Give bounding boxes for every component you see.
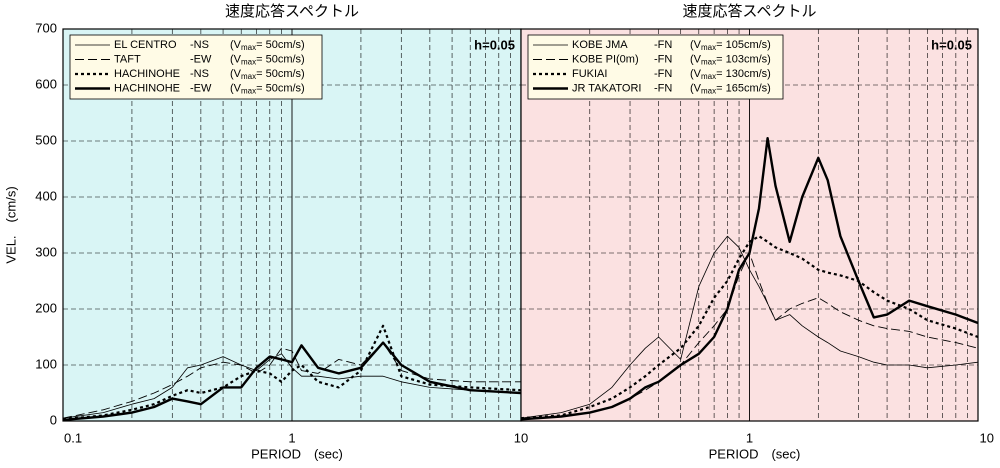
y-tick-label: 700 bbox=[35, 20, 57, 35]
legend-component: -NS bbox=[190, 68, 209, 80]
legend-prefix: (V bbox=[230, 39, 242, 51]
legend-label: KOBE PI(0m) bbox=[572, 53, 639, 65]
legend-vmax: (Vmax= 103cm/s) bbox=[690, 53, 771, 66]
legend-label: KOBE JMA bbox=[572, 39, 628, 51]
annotation: h=0.05 bbox=[474, 37, 515, 52]
legend-component: -NS bbox=[190, 39, 209, 51]
y-axis-label: VEL. (cm/s) bbox=[3, 186, 18, 263]
legend-box bbox=[527, 34, 784, 100]
legend-vmax: (Vmax= 50cm/s) bbox=[230, 39, 305, 52]
legend-label: HACHINOHE bbox=[114, 82, 180, 94]
legend-vmax: (Vmax= 105cm/s) bbox=[690, 39, 771, 52]
chart-title: 速度応答スペクトル bbox=[225, 3, 359, 20]
y-tick-label: 100 bbox=[35, 356, 57, 371]
legend-vmax: (Vmax= 50cm/s) bbox=[230, 82, 305, 95]
legend-vmax-value: = 105cm/s) bbox=[716, 39, 771, 51]
series-line bbox=[62, 342, 521, 419]
legend-vmax: (Vmax= 165cm/s) bbox=[690, 82, 771, 95]
legend-prefix: (V bbox=[690, 82, 702, 94]
x-tick-label: 1 bbox=[746, 430, 753, 445]
y-tick-label: 400 bbox=[35, 188, 57, 203]
series-line bbox=[62, 341, 522, 422]
legend-label: JR TAKATORI bbox=[572, 82, 641, 94]
legend-component: -EW bbox=[190, 53, 212, 65]
y-tick-label: 300 bbox=[35, 244, 57, 259]
series-line bbox=[62, 353, 522, 419]
legend-component: -FN bbox=[654, 82, 672, 94]
legend-prefix: (V bbox=[690, 53, 702, 65]
legend-sub: max bbox=[701, 58, 716, 67]
series-line bbox=[520, 235, 979, 419]
legend-component: -FN bbox=[654, 68, 672, 80]
annotation: h=0.05 bbox=[931, 37, 972, 52]
legend-sub: max bbox=[241, 87, 256, 96]
legend-vmax-value: = 165cm/s) bbox=[716, 82, 771, 94]
legend-vmax-value: = 50cm/s) bbox=[256, 53, 305, 65]
plot-frame bbox=[520, 28, 979, 422]
legend-vmax-value: = 130cm/s) bbox=[716, 68, 771, 80]
x-tick-label: 1 bbox=[288, 430, 295, 445]
y-tick-label: 500 bbox=[35, 132, 57, 147]
y-tick-label: 600 bbox=[35, 76, 57, 91]
legend-sub: max bbox=[241, 58, 256, 67]
legend-vmax: (Vmax= 50cm/s) bbox=[230, 53, 305, 66]
x-tick-label: 0.1 bbox=[64, 430, 82, 445]
x-tick-label: 10 bbox=[514, 430, 528, 445]
series-line bbox=[62, 324, 522, 421]
x-axis-label: PERIOD (sec) bbox=[709, 446, 801, 461]
legend-vmax: (Vmax= 50cm/s) bbox=[230, 68, 305, 81]
legend-vmax-value: = 50cm/s) bbox=[256, 39, 305, 51]
legend-vmax: (Vmax= 130cm/s) bbox=[690, 68, 771, 81]
chart-title: 速度応答スペクトル bbox=[683, 3, 817, 20]
x-axis-label: PERIOD (sec) bbox=[251, 446, 343, 461]
legend-label: EL CENTRO bbox=[114, 39, 177, 51]
legend-sub: max bbox=[701, 43, 716, 52]
y-tick-label: 200 bbox=[35, 300, 57, 315]
legend-prefix: (V bbox=[690, 39, 702, 51]
legend-box bbox=[69, 34, 323, 100]
legend-component: -EW bbox=[190, 82, 212, 94]
legend-prefix: (V bbox=[690, 68, 702, 80]
legend-vmax-value: = 50cm/s) bbox=[256, 68, 305, 80]
x-tick-label: 10 bbox=[980, 430, 994, 445]
legend-label: HACHINOHE bbox=[114, 68, 180, 80]
legend-prefix: (V bbox=[230, 53, 242, 65]
y-tick-label: 0 bbox=[50, 412, 57, 427]
legend-prefix: (V bbox=[230, 82, 242, 94]
legend-sub: max bbox=[701, 72, 716, 81]
series-line bbox=[520, 137, 979, 421]
legend-sub: max bbox=[241, 72, 256, 81]
legend-vmax-value: = 50cm/s) bbox=[256, 82, 305, 94]
legend-sub: max bbox=[701, 87, 716, 96]
legend-prefix: (V bbox=[230, 68, 242, 80]
legend-label: TAFT bbox=[114, 53, 141, 65]
legend-label: FUKIAI bbox=[572, 68, 607, 80]
legend-component: -FN bbox=[654, 39, 672, 51]
legend-vmax-value: = 103cm/s) bbox=[716, 53, 771, 65]
legend-component: -FN bbox=[654, 53, 672, 65]
legend-sub: max bbox=[241, 43, 256, 52]
